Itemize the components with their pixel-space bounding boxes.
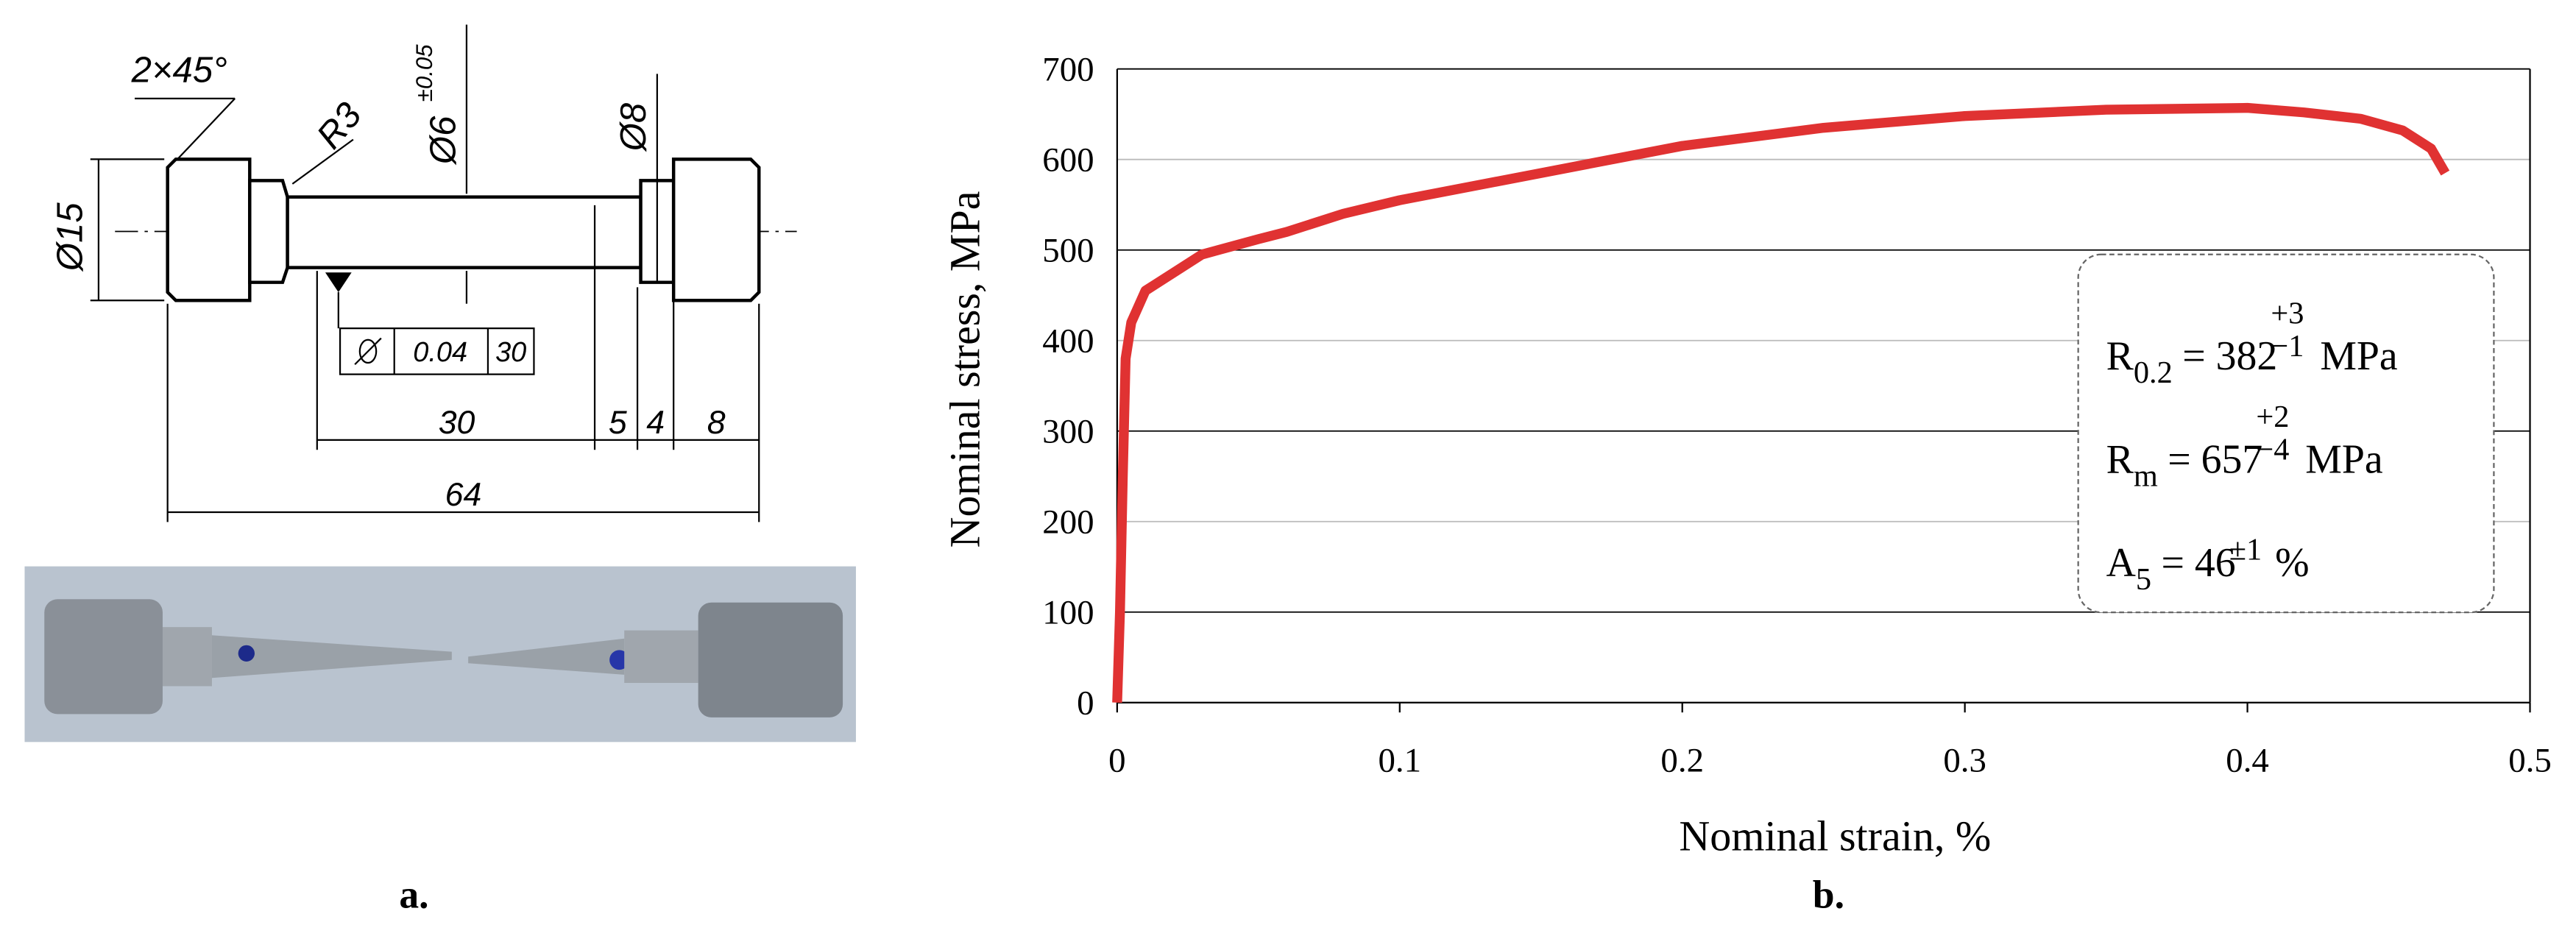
y-tick-label: 0 [1077,684,1094,722]
annotation-value: = 657 [2168,436,2262,482]
annotation-subscript: 0.2 [2134,355,2173,390]
diameter-label: Ø6 [423,116,463,166]
y-tick-label: 500 [1042,231,1094,269]
dimension-label: 4 [646,405,665,441]
dimension-label: 5 [609,405,627,441]
tolerance-length: 30 [495,337,526,368]
annotation-value: = 46 [2161,540,2235,586]
annotation-superscript: −4 [2256,433,2289,467]
annotation-superscript: +2 [2256,400,2289,434]
x-tick-label: 0.5 [2508,741,2552,779]
annotation-subscript: 5 [2136,562,2151,597]
diameter-label: Ø8 [614,103,654,152]
y-axis-title: Nominal stress, MPa [941,191,988,548]
x-tick-label: 0.4 [2226,741,2269,779]
annotation: R0.2 = 382 [2106,333,2278,390]
dimension-label: 8 [707,405,726,441]
tolerance-label: ±0.05 [411,44,437,102]
x-tick-label: 0.2 [1660,741,1704,779]
dimension-label: 30 [439,405,475,441]
annotation-superscript: ±1 [2229,533,2262,567]
x-tick-label: 0.1 [1378,741,1421,779]
y-tick-label: 400 [1042,322,1094,360]
annotation-unit: MPa [2305,436,2382,482]
x-tick-label: 0.3 [1943,741,1986,779]
annotation-subscript: m [2134,458,2158,493]
dimension-label: 64 [445,477,482,513]
annotation-symbol: A [2106,540,2136,586]
annotation-superscript: −1 [2271,329,2304,364]
annotation-symbol: R [2106,333,2134,379]
diameter-label: Ø15 [51,202,91,272]
annotation-box [2077,253,2495,614]
x-axis-title: Nominal strain, % [1679,812,1991,860]
panel-label: a. [399,873,428,917]
data-line [1112,102,2450,703]
y-tick-label: 200 [1042,503,1094,541]
chamfer-label: 2×45° [131,51,227,91]
radius-label: R3 [309,96,369,157]
annotation-superscript: +3 [2271,296,2304,330]
annotation-unit: % [2275,540,2309,586]
annotation-symbol: R [2106,436,2134,482]
technical-drawing: 0.04 30 30 5 4 8 64 2×45° R3 Ø6 ±0.05 Ø8… [51,24,797,522]
x-tick-label: 0 [1108,741,1125,779]
tolerance-value: 0.04 [413,337,467,368]
annotation-unit: MPa [2320,333,2397,379]
panel-label: b. [1813,873,1844,917]
y-tick-label: 700 [1042,50,1094,88]
annotation: Rm = 657 [2106,436,2263,493]
y-tick-label: 100 [1042,593,1094,631]
annotation: A5 = 46 [2106,540,2236,597]
specimen-photo [24,566,856,743]
y-tick-label: 600 [1042,141,1094,179]
annotation-value: = 382 [2182,333,2277,379]
y-tick-label: 300 [1042,412,1094,450]
